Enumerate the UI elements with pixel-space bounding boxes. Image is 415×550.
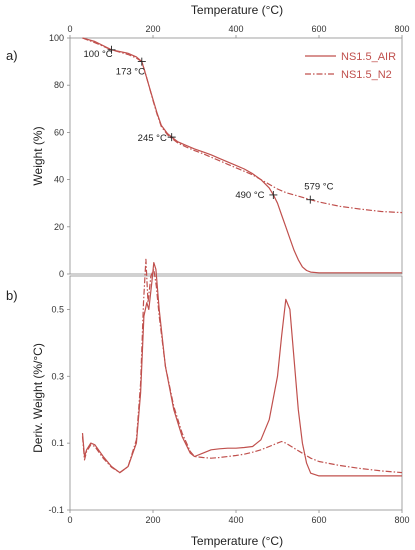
panel-b-frame xyxy=(69,275,403,511)
deriv-weight-axis-title: Deriv. Weight (%/°C) xyxy=(31,343,45,453)
legend-air-label: NS1.5_AIR xyxy=(341,51,396,63)
x-tick-label: 400 xyxy=(228,24,243,34)
panel-b-series xyxy=(81,258,403,477)
panel-b-derivative-chart: b) Deriv. Weight (%/°C) 0 200 400 600 800 -0… xyxy=(6,258,410,525)
annotation-marker xyxy=(137,57,146,66)
y-tick-label: 60 xyxy=(54,127,64,137)
y-tick-label: -0.1 xyxy=(48,505,64,515)
series-line-ns1-5-air xyxy=(81,262,402,477)
x-tick-label: 0 xyxy=(67,24,72,34)
y-tick-label: 0.3 xyxy=(51,371,64,381)
y-tick-label: 20 xyxy=(54,222,64,232)
x-tick-label: 200 xyxy=(145,515,160,525)
series-line-ns1-5-air xyxy=(82,37,402,274)
annotation-label: 245 °C xyxy=(138,133,167,144)
annotation-marker xyxy=(107,45,116,54)
annotation-label: 579 °C xyxy=(304,182,333,193)
series-line-ns1-5-n2 xyxy=(81,258,403,474)
y-tick-label: 40 xyxy=(54,175,64,185)
y-tick-label: 100 xyxy=(49,33,64,43)
x-tick-label: 0 xyxy=(67,515,72,525)
y-tick-label: 0.5 xyxy=(51,304,64,314)
panel-b-x-ticks: 0 200 400 600 800 xyxy=(67,510,410,525)
x-tick-label: 400 xyxy=(228,515,243,525)
annotation-label: 490 °C xyxy=(235,190,264,201)
y-tick-label: 80 xyxy=(54,80,64,90)
x-tick-label: 800 xyxy=(394,515,409,525)
x-tick-label: 800 xyxy=(394,24,409,34)
legend: NS1.5_AIR NS1.5_N2 xyxy=(305,51,396,81)
panel-b-letter: b) xyxy=(6,288,18,303)
x-tick-label: 600 xyxy=(311,24,326,34)
annotation-label: 100 °C xyxy=(84,49,113,60)
annotation-label: 173 °C xyxy=(116,67,145,78)
x-tick-label: 200 xyxy=(145,24,160,34)
top-temperature-axis-title: Temperature (°C) xyxy=(191,3,283,17)
series-line-ns1-5-n2 xyxy=(82,37,403,214)
bottom-temperature-axis-title: Temperature (°C) xyxy=(191,534,283,548)
panel-a-y-ticks: 0 20 40 60 80 100 xyxy=(49,33,70,279)
weight-axis-title: Weight (%) xyxy=(31,126,45,185)
annotation-marker xyxy=(306,195,315,204)
panel-a-weight-chart: a) Weight (%) 0 200 400 600 800 0 20 40 60 80 100… xyxy=(6,24,410,279)
legend-n2-label: NS1.5_N2 xyxy=(341,69,392,81)
panel-a-series xyxy=(82,37,403,274)
x-tick-label: 600 xyxy=(311,515,326,525)
panel-a-letter: a) xyxy=(6,48,18,63)
y-tick-label: 0.1 xyxy=(51,438,64,448)
annotation-marker xyxy=(167,133,176,142)
annotation-marker xyxy=(269,190,278,199)
panel-a-x-ticks: 0 200 400 600 800 xyxy=(67,24,410,38)
panel-b-y-ticks: -0.1 0.1 0.3 0.5 xyxy=(48,304,70,515)
y-tick-label: 0 xyxy=(59,269,64,279)
